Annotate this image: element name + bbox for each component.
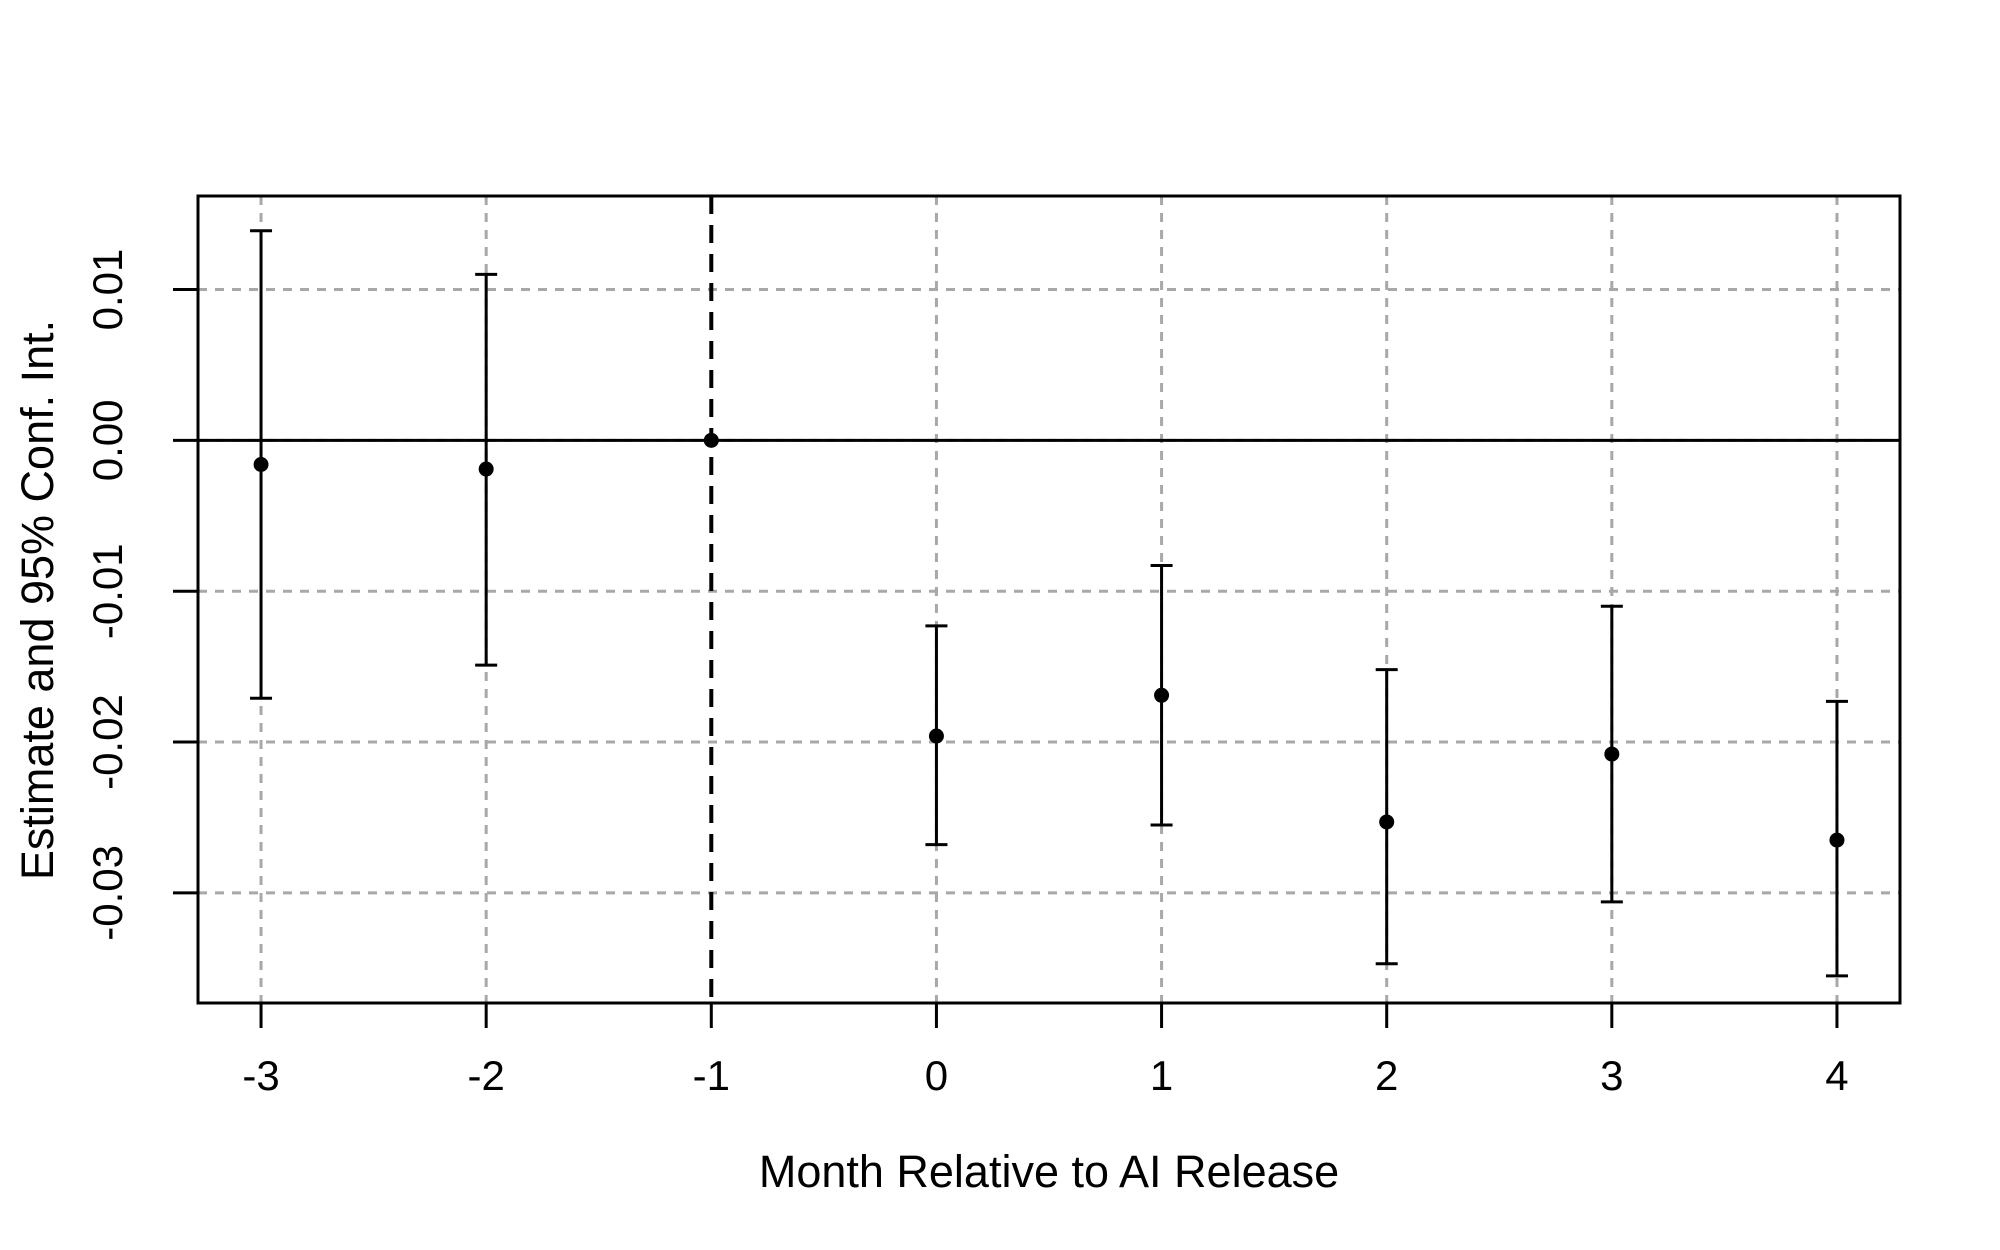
point-dot-month-2 [1379,814,1395,830]
point-dot-month-3 [1604,746,1620,762]
y-tick-label--0.03: -0.03 [84,845,131,941]
estimate-point-month-0 [925,624,948,847]
x-tick-label-3: 3 [1600,1052,1623,1099]
estimate-point-month-4 [1825,699,1848,978]
reference-lines-group [198,196,1900,1003]
estimate-point-month--2 [475,272,498,667]
point-dot-month-1 [1154,687,1170,703]
plot-border [196,194,1902,1005]
estimate-point-month-2 [1375,668,1398,966]
y-tick-label-0.00: 0.00 [84,399,131,481]
point-dot-month--1 [703,432,719,448]
x-tick-label-4: 4 [1825,1052,1848,1099]
x-tick-label--2: -2 [467,1052,504,1099]
y-tick-label--0.01: -0.01 [84,543,131,639]
x-axis-title: Month Relative to AI Release [758,1146,1340,1197]
tick-labels-group: -3 -2 -1 0 1 2 3 4 0.01 0.00 -0.01 -0.02 -0.03 [84,249,1849,1099]
x-tick-label--1: -1 [693,1052,730,1099]
estimate-point-month--3 [250,229,273,700]
estimate-point-month-3 [1600,604,1623,904]
x-tick-label-2: 2 [1375,1052,1398,1099]
x-tick-label--3: -3 [242,1052,279,1099]
y-tick-label-0.01: 0.01 [84,249,131,331]
point-dot-month--3 [253,456,269,472]
x-tick-label-0: 0 [925,1052,948,1099]
y-axis-title: Estimate and 95% Conf. Int. [12,319,63,881]
y-tick-label--0.02: -0.02 [84,694,131,790]
point-dot-month--2 [478,461,494,477]
estimate-point-month-1 [1150,564,1173,827]
data-points-group [250,229,1848,978]
x-tick-label-1: 1 [1150,1052,1173,1099]
point-dot-month-0 [928,728,944,744]
point-dot-month-4 [1829,832,1845,848]
estimate-point-month--1 [703,432,719,448]
axes-group [173,194,1902,1028]
gridlines-group [198,196,1900,1003]
